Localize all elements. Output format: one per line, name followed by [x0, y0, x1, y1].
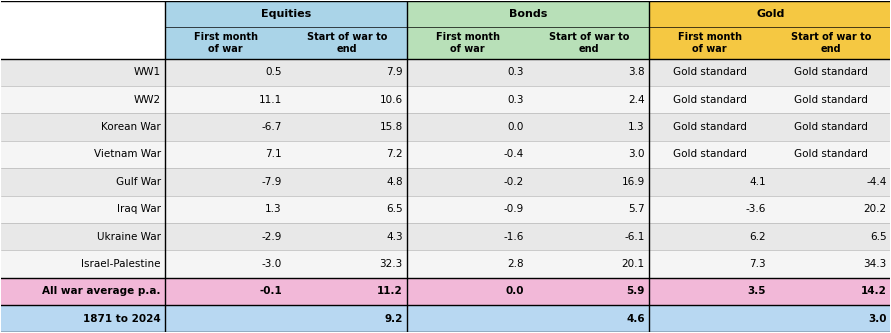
Text: 4.3: 4.3	[386, 231, 403, 241]
Text: 0.0: 0.0	[505, 286, 524, 296]
Text: 32.3: 32.3	[380, 259, 403, 269]
Text: -6.1: -6.1	[625, 231, 645, 241]
Text: -1.6: -1.6	[503, 231, 524, 241]
Text: 15.8: 15.8	[380, 122, 403, 132]
Text: Gold standard: Gold standard	[794, 122, 868, 132]
Text: Vietnam War: Vietnam War	[94, 150, 160, 160]
Bar	[1, 278, 890, 305]
Text: Gold standard: Gold standard	[673, 122, 747, 132]
Text: 3.5: 3.5	[748, 286, 765, 296]
Text: Gulf War: Gulf War	[116, 177, 160, 187]
Text: Korean War: Korean War	[101, 122, 160, 132]
Text: -3.6: -3.6	[746, 204, 765, 214]
Text: Bonds: Bonds	[509, 9, 547, 19]
Text: WW2: WW2	[134, 95, 160, 105]
Text: Iraq War: Iraq War	[117, 204, 160, 214]
Text: 16.9: 16.9	[622, 177, 645, 187]
Text: All war average p.a.: All war average p.a.	[43, 286, 160, 296]
Bar	[1, 114, 890, 141]
Bar	[407, 1, 650, 59]
Bar	[1, 168, 890, 195]
Bar	[1, 223, 890, 250]
Text: -6.7: -6.7	[261, 122, 282, 132]
Bar	[650, 1, 891, 59]
Text: Ukraine War: Ukraine War	[97, 231, 160, 241]
Text: Israel-Palestine: Israel-Palestine	[81, 259, 160, 269]
Text: 20.2: 20.2	[863, 204, 887, 214]
Text: 6.5: 6.5	[386, 204, 403, 214]
Text: 6.2: 6.2	[749, 231, 765, 241]
Text: First month
of war: First month of war	[436, 32, 500, 54]
Text: -2.9: -2.9	[261, 231, 282, 241]
Text: 3.0: 3.0	[628, 150, 645, 160]
Bar	[1, 195, 890, 223]
Text: 7.1: 7.1	[266, 150, 282, 160]
Text: 7.9: 7.9	[386, 67, 403, 77]
Text: Gold: Gold	[756, 9, 784, 19]
Text: 5.7: 5.7	[628, 204, 645, 214]
Text: Gold standard: Gold standard	[794, 67, 868, 77]
Text: -3.0: -3.0	[262, 259, 282, 269]
Text: Start of war to
end: Start of war to end	[549, 32, 629, 54]
Text: 2.4: 2.4	[628, 95, 645, 105]
Bar	[1, 141, 890, 168]
Bar	[1, 305, 890, 332]
Bar	[1, 250, 890, 278]
Text: -0.4: -0.4	[503, 150, 524, 160]
Text: 20.1: 20.1	[622, 259, 645, 269]
Text: First month
of war: First month of war	[678, 32, 741, 54]
Text: First month
of war: First month of war	[193, 32, 257, 54]
Text: 4.6: 4.6	[626, 314, 645, 324]
Text: Gold standard: Gold standard	[794, 95, 868, 105]
Text: 3.0: 3.0	[868, 314, 887, 324]
Bar	[165, 1, 407, 59]
Text: -0.1: -0.1	[259, 286, 282, 296]
Text: WW1: WW1	[134, 67, 160, 77]
Text: 4.1: 4.1	[749, 177, 765, 187]
Bar	[1, 59, 890, 86]
Text: Gold standard: Gold standard	[673, 95, 747, 105]
Text: 11.2: 11.2	[377, 286, 403, 296]
Text: 4.8: 4.8	[386, 177, 403, 187]
Text: Equities: Equities	[261, 9, 311, 19]
Text: 5.9: 5.9	[626, 286, 645, 296]
Text: -0.9: -0.9	[503, 204, 524, 214]
Text: 0.5: 0.5	[266, 67, 282, 77]
Text: -7.9: -7.9	[261, 177, 282, 187]
Text: 0.0: 0.0	[507, 122, 524, 132]
Text: 2.8: 2.8	[507, 259, 524, 269]
Text: 6.5: 6.5	[871, 231, 887, 241]
Text: 7.3: 7.3	[749, 259, 765, 269]
Text: Start of war to
end: Start of war to end	[790, 32, 871, 54]
Text: 10.6: 10.6	[380, 95, 403, 105]
Text: 0.3: 0.3	[507, 67, 524, 77]
Text: 14.2: 14.2	[861, 286, 887, 296]
Text: 1.3: 1.3	[266, 204, 282, 214]
Text: 1.3: 1.3	[628, 122, 645, 132]
Text: Gold standard: Gold standard	[673, 150, 747, 160]
Text: 3.8: 3.8	[628, 67, 645, 77]
Text: Gold standard: Gold standard	[673, 67, 747, 77]
Text: -4.4: -4.4	[866, 177, 887, 187]
Text: 0.3: 0.3	[507, 95, 524, 105]
Text: -0.2: -0.2	[503, 177, 524, 187]
Text: Gold standard: Gold standard	[794, 150, 868, 160]
Text: Start of war to
end: Start of war to end	[307, 32, 387, 54]
Text: 9.2: 9.2	[384, 314, 403, 324]
Text: 1871 to 2024: 1871 to 2024	[83, 314, 160, 324]
Bar	[1, 86, 890, 114]
Text: 34.3: 34.3	[863, 259, 887, 269]
Text: 11.1: 11.1	[258, 95, 282, 105]
Bar	[1, 1, 165, 59]
Text: 7.2: 7.2	[386, 150, 403, 160]
